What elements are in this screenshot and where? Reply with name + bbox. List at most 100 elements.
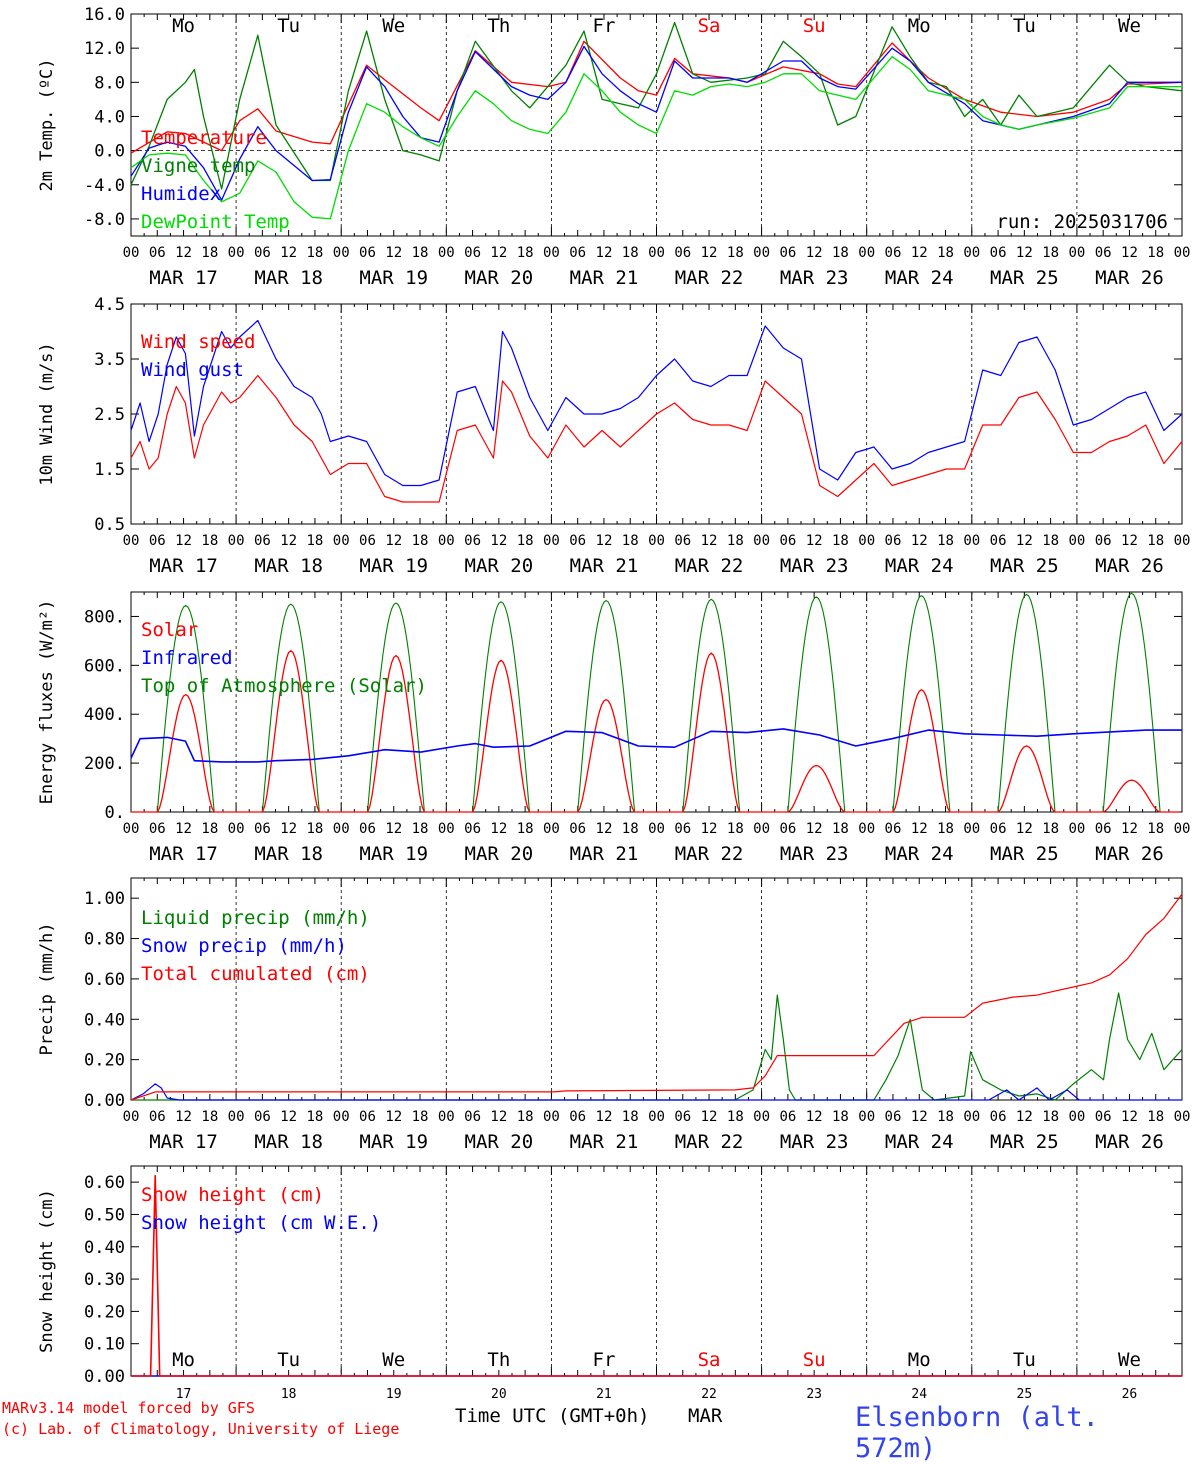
day-name: We xyxy=(1118,1349,1141,1371)
day-name: Su xyxy=(803,15,826,37)
hour-tick-label: 12 xyxy=(1121,533,1138,549)
hour-tick-label: 12 xyxy=(1121,1109,1138,1125)
hour-tick-label: 12 xyxy=(701,821,718,837)
hour-tick-label: 06 xyxy=(464,245,481,261)
date-label: MAR 18 xyxy=(254,267,323,289)
date-label: MAR 17 xyxy=(149,1131,218,1153)
day-name: Mo xyxy=(908,1349,931,1371)
hour-tick-label: 06 xyxy=(674,1109,691,1125)
hour-tick-label: 12 xyxy=(596,821,613,837)
hour-tick-label: 06 xyxy=(779,245,796,261)
series-line xyxy=(130,45,1182,201)
hour-tick-label: 06 xyxy=(990,821,1007,837)
hour-tick-label: 00 xyxy=(1068,245,1085,261)
hour-tick-label: 12 xyxy=(175,1109,192,1125)
hour-tick-label: 00 xyxy=(858,1109,875,1125)
hour-tick-label: 06 xyxy=(254,1109,271,1125)
date-label: MAR 19 xyxy=(359,267,428,289)
legend-entry: Wind gust xyxy=(141,359,244,381)
hour-tick-label: 00 xyxy=(228,1109,245,1125)
day-name: Su xyxy=(803,1349,826,1371)
day-number: 17 xyxy=(176,1387,192,1402)
hour-tick-label: 12 xyxy=(1121,245,1138,261)
day-number: 23 xyxy=(806,1387,822,1402)
date-label: MAR 20 xyxy=(465,1131,534,1153)
hour-tick-label: 12 xyxy=(385,533,402,549)
hour-tick-label: 00 xyxy=(858,821,875,837)
hour-tick-label: 12 xyxy=(490,1109,507,1125)
y-tick-label: 1.5 xyxy=(94,460,125,480)
hour-tick-label: 12 xyxy=(596,245,613,261)
hour-tick-label: 06 xyxy=(674,533,691,549)
hour-tick-label: 00 xyxy=(543,1109,560,1125)
date-label: MAR 24 xyxy=(885,843,954,865)
copyright-credit: (c) Lab. of Climatology, University of L… xyxy=(2,1420,400,1438)
hour-tick-label: 18 xyxy=(727,533,744,549)
y-tick-label: 1.00 xyxy=(84,889,125,909)
hour-tick-label: 00 xyxy=(963,821,980,837)
hour-tick-label: 12 xyxy=(385,245,402,261)
legend-entry: Snow height (cm) xyxy=(141,1184,324,1206)
hour-tick-label: 12 xyxy=(175,821,192,837)
hour-tick-label: 18 xyxy=(1042,245,1059,261)
day-name: Tu xyxy=(1013,1349,1036,1371)
hour-tick-label: 00 xyxy=(333,245,350,261)
series-line xyxy=(130,374,1183,503)
hour-tick-label: 12 xyxy=(806,533,823,549)
hour-tick-label: 18 xyxy=(832,1109,849,1125)
hour-tick-label: 06 xyxy=(569,533,586,549)
hour-tick-label: 12 xyxy=(911,1109,928,1125)
model-credit: MARv3.14 model forced by GFS xyxy=(2,1399,255,1417)
hour-tick-label: 06 xyxy=(779,1109,796,1125)
day-name: Tu xyxy=(277,15,300,37)
hour-tick-label: 18 xyxy=(306,245,323,261)
day-name: Mo xyxy=(172,15,195,37)
hour-tick-label: 06 xyxy=(569,245,586,261)
y-axis-label: 2m Temp. (ºC) xyxy=(37,58,57,191)
hour-tick-label: 00 xyxy=(963,245,980,261)
hour-tick-label: 06 xyxy=(149,245,166,261)
hour-tick-label: 00 xyxy=(963,1109,980,1125)
hour-tick-label: 18 xyxy=(306,1109,323,1125)
legend-entry: Humidex xyxy=(141,183,221,205)
hour-tick-label: 18 xyxy=(517,821,534,837)
hour-tick-label: 18 xyxy=(1147,245,1164,261)
hour-tick-label: 18 xyxy=(937,245,954,261)
day-name: We xyxy=(382,1349,405,1371)
hour-tick-label: 00 xyxy=(1174,533,1191,549)
date-label: MAR 26 xyxy=(1095,1131,1164,1153)
hour-tick-label: 12 xyxy=(596,1109,613,1125)
date-label: MAR 24 xyxy=(885,267,954,289)
hour-tick-label: 12 xyxy=(490,533,507,549)
series-line-infrared xyxy=(130,728,1182,763)
hour-tick-label: 06 xyxy=(885,821,902,837)
day-name: Mo xyxy=(172,1349,195,1371)
hour-tick-label: 06 xyxy=(990,1109,1007,1125)
hour-tick-label: 18 xyxy=(201,821,218,837)
hour-tick-label: 06 xyxy=(464,1109,481,1125)
hour-tick-label: 12 xyxy=(806,1109,823,1125)
hour-tick-label: 12 xyxy=(806,821,823,837)
date-label: MAR 21 xyxy=(570,267,639,289)
series-line xyxy=(131,992,1183,1101)
hour-tick-label: 00 xyxy=(1174,245,1191,261)
hour-tick-label: 18 xyxy=(832,245,849,261)
date-label: MAR 17 xyxy=(149,843,218,865)
hour-tick-label: 18 xyxy=(412,1109,429,1125)
hour-tick-label: 18 xyxy=(937,821,954,837)
day-name: Mo xyxy=(908,15,931,37)
hour-tick-label: 06 xyxy=(1095,821,1112,837)
hour-tick-label: 00 xyxy=(963,533,980,549)
legend-entry: Wind speed xyxy=(141,331,255,353)
legend-entry: Total cumulated (cm) xyxy=(141,963,370,985)
day-number: 18 xyxy=(281,1387,297,1402)
day-name: Sa xyxy=(698,15,721,37)
series-line xyxy=(130,893,1183,1101)
hour-tick-label: 18 xyxy=(727,821,744,837)
day-number: 19 xyxy=(386,1387,402,1402)
date-label: MAR 19 xyxy=(359,555,428,577)
hour-tick-label: 00 xyxy=(753,533,770,549)
date-label: MAR 19 xyxy=(359,1131,428,1153)
hour-tick-label: 00 xyxy=(858,533,875,549)
hour-tick-label: 12 xyxy=(490,821,507,837)
